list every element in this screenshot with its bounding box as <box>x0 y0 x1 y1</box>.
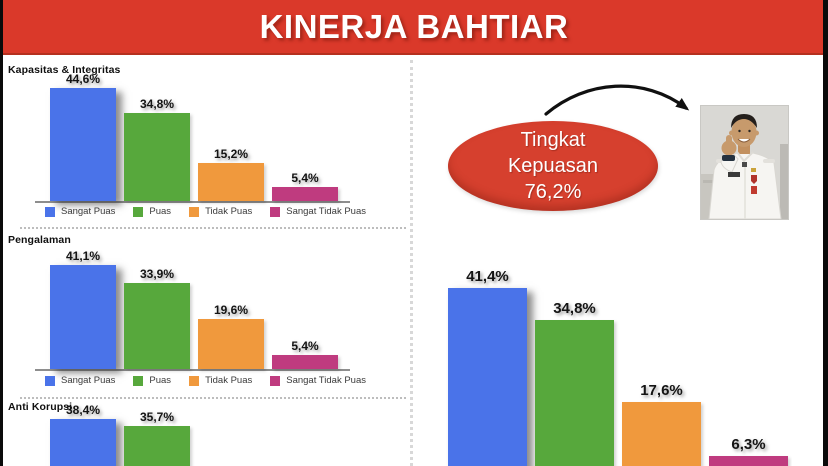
bar-segment <box>272 187 338 201</box>
legend-item: Sangat Puas <box>45 375 115 386</box>
bar-column: 34,8% <box>535 300 614 466</box>
legend-item: Tidak Puas <box>189 375 252 386</box>
bar-segment <box>124 113 190 201</box>
chart-title-anti-korupsi: Anti Korupsi <box>8 401 73 413</box>
bar-column: 5,4% <box>272 171 338 201</box>
bar-segment <box>124 283 190 369</box>
section-divider <box>20 227 406 229</box>
chart-title-kapasitas: Kapasitas & Integritas <box>8 64 121 76</box>
bar-value-label: 41,4% <box>466 268 509 285</box>
bar-column: 15,2% <box>198 147 264 201</box>
bar-column: 44,6% <box>50 72 116 201</box>
chart-title-pengalaman: Pengalaman <box>8 234 71 246</box>
bar-column: 5,4% <box>272 339 338 369</box>
bar-segment <box>622 402 701 466</box>
bar-value-label: 33,9% <box>139 267 175 281</box>
bar-column: 35,7% <box>124 410 190 466</box>
column-divider <box>410 60 413 466</box>
legend-label: Sangat Tidak Puas <box>286 375 366 386</box>
legend-swatch <box>189 375 200 386</box>
section-divider <box>20 397 406 399</box>
curved-arrow-icon <box>538 76 708 128</box>
bar-value-label: 38,4% <box>65 403 101 417</box>
bar-column: 41,1% <box>50 249 116 369</box>
legend-label: Sangat Puas <box>61 206 116 217</box>
bar-value-label: 34,8% <box>553 299 596 317</box>
chart-legend: Sangat Puas Puas Tidak Puas Sangat Tidak Pu… <box>45 375 366 386</box>
legend-item: Sangat Tidak Puas <box>270 206 366 217</box>
title-banner: KINERJA BAHTIAR <box>0 0 828 55</box>
bar-segment <box>198 163 264 201</box>
legend-label: Tidak Puas <box>205 206 253 217</box>
legend-swatch <box>189 206 200 217</box>
screen-edge-right <box>823 0 828 466</box>
screen-edge-left <box>0 0 3 466</box>
bar-value-label: 35,7% <box>139 409 175 424</box>
bar-segment <box>448 288 527 466</box>
legend-label: Puas <box>149 206 172 217</box>
legend-label: Sangat Tidak Puas <box>286 206 366 217</box>
legend-label: Tidak Puas <box>205 375 253 386</box>
bar-value-label: 5,4% <box>291 171 319 185</box>
bar-column: 19,6% <box>198 303 264 369</box>
legend-item: Sangat Tidak Puas <box>270 375 366 386</box>
page-title: KINERJA BAHTIAR <box>259 7 569 45</box>
bar-column: 38,4% <box>50 403 116 466</box>
bar-segment <box>272 355 338 369</box>
bar-column: 33,9% <box>124 267 190 369</box>
legend-item: Puas <box>133 206 171 217</box>
badge-line-1: Tingkat <box>520 129 586 151</box>
bar-value-label: 15,2% <box>213 147 249 161</box>
bar-value-label: 5,4% <box>291 339 319 353</box>
legend-item: Puas <box>133 375 171 386</box>
satisfaction-badge: Tingkat Kepuasan 76,2% <box>448 121 658 211</box>
bar-chart-pengalaman: 41,1% 33,9% 19,6% 5,4% <box>35 249 350 371</box>
legend-label: Sangat Puas <box>61 375 116 386</box>
badge-line-3: 76,2% <box>524 181 582 203</box>
chart-legend: Sangat Puas Puas Tidak Puas Sangat Tidak Pu… <box>45 206 366 217</box>
portrait-photo <box>701 106 788 219</box>
bar-column: 17,6% <box>622 382 701 466</box>
legend-swatch <box>270 206 281 217</box>
bar-segment <box>535 319 614 466</box>
bar-segment <box>50 88 116 201</box>
legend-swatch <box>133 206 144 217</box>
legend-swatch <box>270 375 281 386</box>
bar-segment <box>198 319 264 369</box>
badge-line-2: Kepuasan <box>507 155 599 177</box>
bar-column: 34,8% <box>124 97 190 201</box>
legend-swatch <box>45 375 55 386</box>
bar-value-label: 34,8% <box>139 97 175 111</box>
legend-item: Tidak Puas <box>189 206 252 217</box>
bar-segment <box>124 425 190 466</box>
bar-chart-anti-korupsi: 38,4% 35,7% <box>35 403 350 466</box>
bar-value-label: 19,6% <box>213 303 249 317</box>
bar-column: 41,4% <box>448 268 527 466</box>
bar-value-label: 17,6% <box>640 382 683 400</box>
bar-segment <box>50 419 116 466</box>
bar-value-label: 44,6% <box>65 72 101 86</box>
legend-swatch <box>45 206 55 217</box>
bar-value-label: 6,3% <box>731 436 766 454</box>
legend-item: Sangat Puas <box>45 206 115 217</box>
bar-chart-overall: 41,4% 34,8% 17,6% 6,3% <box>446 268 792 466</box>
bar-segment <box>709 456 788 466</box>
bar-value-label: 41,1% <box>65 249 101 263</box>
bar-chart-kapasitas-integritas: 44,6% 34,8% 15,2% 5,4% <box>35 72 350 203</box>
bar-segment <box>50 265 116 369</box>
legend-swatch <box>133 375 144 386</box>
legend-label: Puas <box>149 375 172 386</box>
bar-column: 6,3% <box>709 436 788 466</box>
